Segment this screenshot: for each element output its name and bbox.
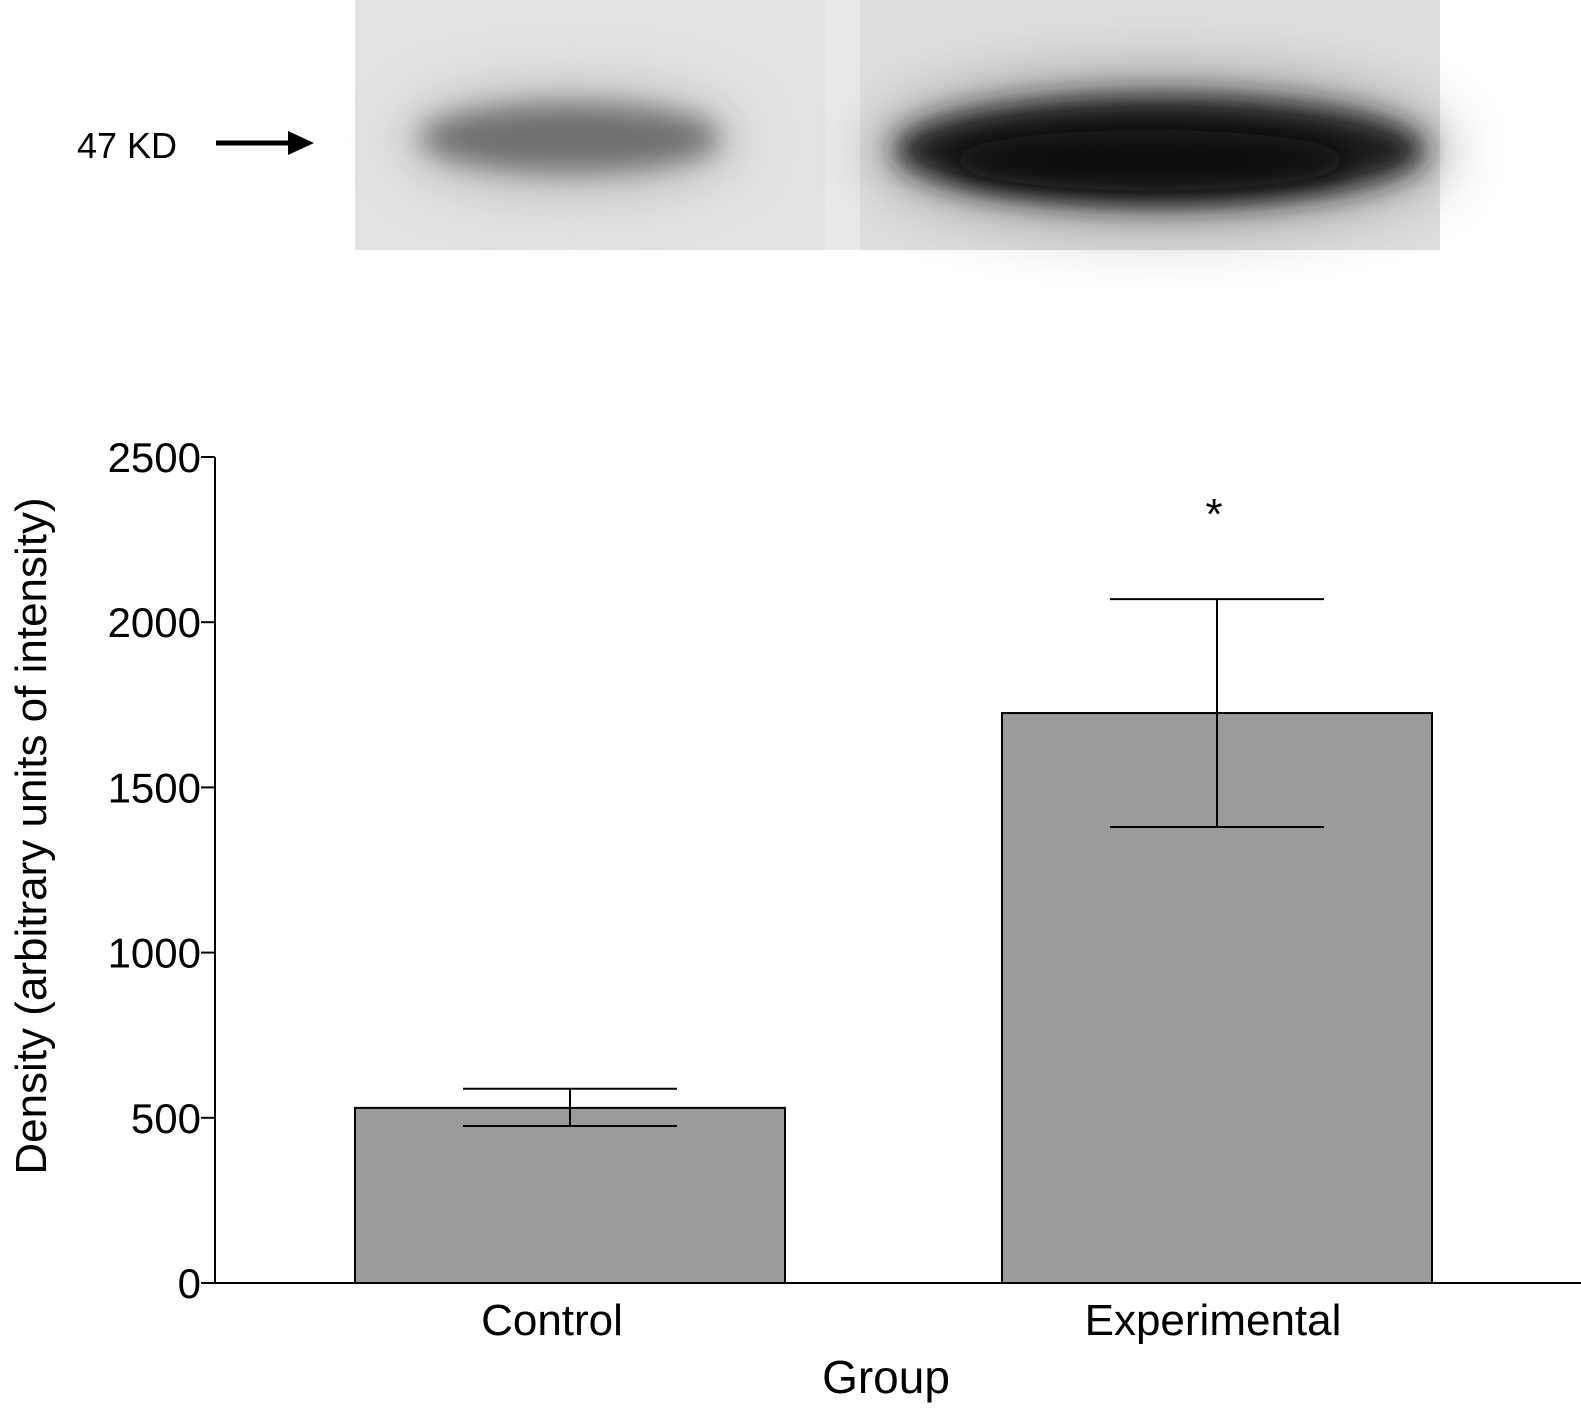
bars: * — [354, 490, 1433, 1284]
western-blot — [355, 0, 1450, 250]
bar-control — [354, 1106, 786, 1284]
y-tick-label: 1500 — [108, 764, 201, 811]
y-tick-label: 0 — [178, 1260, 201, 1307]
x-tick-label-control: Control — [481, 1296, 623, 1345]
blot-band-control — [420, 104, 720, 172]
x-axis-title: Group — [822, 1351, 950, 1403]
blot-band-experimental-core — [950, 130, 1350, 190]
y-axis-title: Density (arbitrary units of intensity) — [7, 497, 56, 1174]
x-tick-labels: Control Experimental — [481, 1296, 1341, 1345]
y-tick-label: 2500 — [108, 434, 201, 481]
bar-chart: Density (arbitrary units of intensity) G… — [7, 434, 1581, 1403]
y-ticks: 0 500 1000 1500 2000 2500 — [108, 434, 215, 1307]
marker-arrow-head — [288, 131, 314, 155]
significance-marker: * — [1205, 490, 1222, 539]
marker-label: 47 KD — [77, 125, 177, 166]
y-tick-label: 1000 — [108, 930, 201, 977]
marker: 47 KD — [77, 125, 314, 166]
x-tick-label-experimental: Experimental — [1085, 1296, 1342, 1345]
y-tick-label: 500 — [131, 1095, 201, 1142]
y-tick-label: 2000 — [108, 599, 201, 646]
